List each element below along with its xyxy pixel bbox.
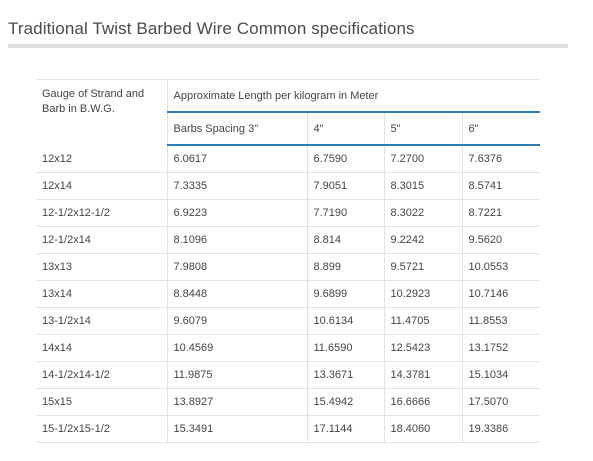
table-row: 15x15 13.8927 15.4942 16.6666 17.5070 — [36, 388, 541, 416]
spacing-header-4in: 4" — [307, 112, 385, 146]
spacing-3in-cell: 8.8448 — [167, 280, 308, 308]
spacing-4in-cell: 9.6899 — [307, 280, 385, 308]
spacing-header-3in: Barbs Spacing 3" — [167, 112, 308, 146]
spacing-3in-cell: 11.9875 — [167, 361, 308, 389]
table-row: 13x14 8.8448 9.6899 10.2923 10.7146 — [36, 280, 541, 308]
spacing-5in-cell: 18.4060 — [384, 415, 463, 443]
spacing-5in-cell: 7.2700 — [384, 145, 463, 173]
gauge-cell: 12-1/2x12-1/2 — [36, 199, 168, 227]
spacing-6in-cell: 11.8553 — [462, 307, 541, 335]
gauge-cell: 13-1/2x14 — [36, 307, 168, 335]
table-row: 12-1/2x12-1/2 6.9223 7.7190 8.3022 8.7221 — [36, 199, 541, 227]
gauge-cell: 13x13 — [36, 253, 168, 281]
spacing-4in-cell: 8.899 — [307, 253, 385, 281]
spacing-5in-cell: 11.4705 — [384, 307, 463, 335]
table-row: 12-1/2x14 8.1096 8.814 9.2242 9.5620 — [36, 226, 541, 254]
spacing-3in-cell: 7.9808 — [167, 253, 308, 281]
gauge-cell: 14-1/2x14-1/2 — [36, 361, 168, 389]
spacing-3in-cell: 6.9223 — [167, 199, 308, 227]
spacing-5in-cell: 16.6666 — [384, 388, 463, 416]
spacing-6in-cell: 9.5620 — [462, 226, 541, 254]
gauge-cell: 14x14 — [36, 334, 168, 362]
spacing-6in-cell: 15.1034 — [462, 361, 541, 389]
gauge-cell: 12-1/2x14 — [36, 226, 168, 254]
spacing-header-6in: 6" — [462, 112, 541, 146]
spacing-5in-cell: 14.3781 — [384, 361, 463, 389]
spacing-3in-cell: 10.4569 — [167, 334, 308, 362]
table-row: 14-1/2x14-1/2 11.9875 13.3671 14.3781 15.103… — [36, 361, 541, 389]
spacing-4in-cell: 15.4942 — [307, 388, 385, 416]
spacing-6in-cell: 10.7146 — [462, 280, 541, 308]
spacing-6in-cell: 10.0553 — [462, 253, 541, 281]
spacing-4in-cell: 10.6134 — [307, 307, 385, 335]
table-row: 15-1/2x15-1/2 15.3491 17.1144 18.4060 19.338… — [36, 415, 541, 443]
page-title: Traditional Twist Barbed Wire Common spe… — [8, 19, 415, 38]
gauge-cell: 12x12 — [36, 145, 168, 173]
spacing-4in-cell: 8.814 — [307, 226, 385, 254]
spacing-5in-cell: 10.2923 — [384, 280, 463, 308]
spacing-6in-cell: 8.5741 — [462, 172, 541, 200]
spacing-3in-cell: 9.6079 — [167, 307, 308, 335]
spacing-6in-cell: 8.7221 — [462, 199, 541, 227]
table-row: 12x12 6.0617 6.7590 7.2700 7.6376 — [36, 145, 541, 173]
spacing-4in-cell: 17.1144 — [307, 415, 385, 443]
gauge-cell: 15x15 — [36, 388, 168, 416]
spacing-3in-cell: 13.8927 — [167, 388, 308, 416]
spacing-5in-cell: 8.3015 — [384, 172, 463, 200]
spacing-6in-cell: 17.5070 — [462, 388, 541, 416]
length-per-kg-header: Approximate Length per kilogram in Meter — [167, 79, 541, 113]
spacing-3in-cell: 8.1096 — [167, 226, 308, 254]
specifications-table: Gauge of Strand and Barb in B.W.G. Appro… — [36, 79, 541, 443]
gauge-cell: 12x14 — [36, 172, 168, 200]
gauge-cell: 13x14 — [36, 280, 168, 308]
spacing-header-5in: 5" — [384, 112, 463, 146]
spacing-6in-cell: 19.3386 — [462, 415, 541, 443]
spacing-5in-cell: 9.2242 — [384, 226, 463, 254]
spacing-3in-cell: 15.3491 — [167, 415, 308, 443]
table-row: 13-1/2x14 9.6079 10.6134 11.4705 11.8553 — [36, 307, 541, 335]
table-row: 13x13 7.9808 8.899 9.5721 10.0553 — [36, 253, 541, 281]
spacing-4in-cell: 7.7190 — [307, 199, 385, 227]
gauge-cell: 15-1/2x15-1/2 — [36, 415, 168, 443]
spacing-4in-cell: 11.6590 — [307, 334, 385, 362]
spacing-5in-cell: 9.5721 — [384, 253, 463, 281]
spacing-6in-cell: 7.6376 — [462, 145, 541, 173]
header-row: Gauge of Strand and Barb in B.W.G. Appro… — [36, 79, 541, 145]
spacing-header-row: Barbs Spacing 3" 4" 5" 6" — [36, 112, 541, 146]
title-divider — [8, 44, 568, 48]
spacing-3in-cell: 7.3335 — [167, 172, 308, 200]
table-row: 12x14 7.3335 7.9051 8.3015 8.5741 — [36, 172, 541, 200]
spacing-4in-cell: 13.3671 — [307, 361, 385, 389]
spacing-4in-cell: 7.9051 — [307, 172, 385, 200]
spacing-6in-cell: 13.1752 — [462, 334, 541, 362]
gauge-column-header: Gauge of Strand and Barb in B.W.G. — [36, 79, 168, 145]
table-row: 14x14 10.4569 11.6590 12.5423 13.1752 — [36, 334, 541, 362]
spacing-4in-cell: 6.7590 — [307, 145, 385, 173]
spacing-5in-cell: 12.5423 — [384, 334, 463, 362]
spacing-3in-cell: 6.0617 — [167, 145, 308, 173]
spacing-5in-cell: 8.3022 — [384, 199, 463, 227]
